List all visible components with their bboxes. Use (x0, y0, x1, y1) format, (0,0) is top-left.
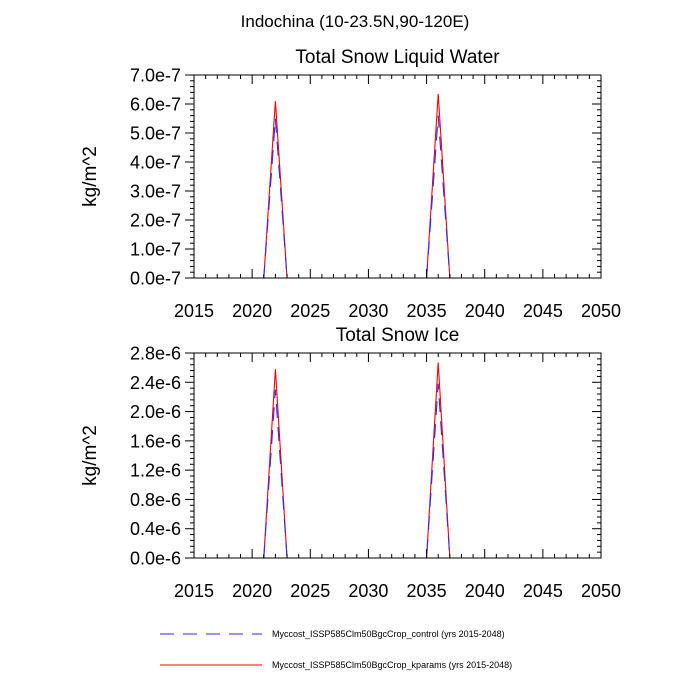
plot-frame (193, 352, 602, 559)
y-tick-label: 0.0e-7 (130, 269, 181, 289)
y-tick-label: 2.4e-6 (130, 373, 181, 393)
x-tick-label: 2050 (581, 301, 621, 321)
legend-label-control: Myccost_ISSP585Clm50BgcCrop_control (yrs… (272, 629, 505, 639)
figure-title: Indochina (10-23.5N,90-120E) (241, 12, 470, 31)
series-line-control (194, 383, 578, 559)
plot-frame (193, 74, 602, 279)
x-tick-label: 2015 (174, 301, 214, 321)
y-tick-label: 1.6e-6 (130, 431, 181, 451)
chart-title: Total Snow Ice (336, 325, 460, 346)
y-tick-label: 2.0e-7 (130, 211, 181, 231)
y-tick-label: 0.0e-6 (130, 549, 181, 569)
x-tick-label: 2045 (523, 581, 563, 601)
x-tick-label: 2020 (232, 581, 272, 601)
y-tick-label: 0.8e-6 (130, 490, 181, 510)
series-line-control (194, 115, 578, 279)
y-tick-label: 3.0e-7 (130, 182, 181, 202)
chart-panel-snow-ice: Total Snow Ice kg/m^2 2015 2020 2025 2030 2035… (80, 325, 621, 601)
legend: Myccost_ISSP585Clm50BgcCrop_control (yrs… (160, 629, 512, 670)
x-tick-label: 2050 (581, 581, 621, 601)
chart-title: Total Snow Liquid Water (295, 47, 500, 68)
x-tick-label: 2035 (407, 301, 447, 321)
x-tick-label: 2035 (407, 581, 447, 601)
chart-panel-snow-liquid-water: Total Snow Liquid Water kg/m^2 2015 2020 202… (80, 47, 621, 321)
x-tick-label: 2015 (174, 581, 214, 601)
legend-label-kparams: Myccost_ISSP585Clm50BgcCrop_kparams (yrs… (272, 660, 512, 670)
y-tick-label: 2.8e-6 (130, 344, 181, 364)
legend-entry-control: Myccost_ISSP585Clm50BgcCrop_control (yrs… (160, 629, 505, 639)
x-tick-label: 2040 (465, 301, 505, 321)
x-tick-label: 2025 (290, 581, 330, 601)
legend-entry-kparams: Myccost_ISSP585Clm50BgcCrop_kparams (yrs… (160, 660, 512, 670)
x-tick-label: 2020 (232, 301, 272, 321)
x-tick-label: 2030 (348, 581, 388, 601)
y-tick-label: 0.4e-6 (130, 519, 181, 539)
series-line-kparams (194, 93, 578, 279)
y-tick-label: 1.2e-6 (130, 461, 181, 481)
y-tick-label: 6.0e-7 (130, 95, 181, 115)
y-tick-label: 7.0e-7 (130, 66, 181, 86)
x-tick-label: 2040 (465, 581, 505, 601)
series-line-kparams (194, 362, 578, 559)
y-tick-label: 1.0e-7 (130, 240, 181, 260)
y-tick-label: 2.0e-6 (130, 402, 181, 422)
x-tick-label: 2045 (523, 301, 563, 321)
x-tick-label: 2030 (348, 301, 388, 321)
y-tick-label: 5.0e-7 (130, 124, 181, 144)
x-tick-label: 2025 (290, 301, 330, 321)
y-axis-label: kg/m^2 (80, 146, 101, 207)
y-axis-label: kg/m^2 (80, 425, 101, 486)
y-tick-label: 4.0e-7 (130, 153, 181, 173)
